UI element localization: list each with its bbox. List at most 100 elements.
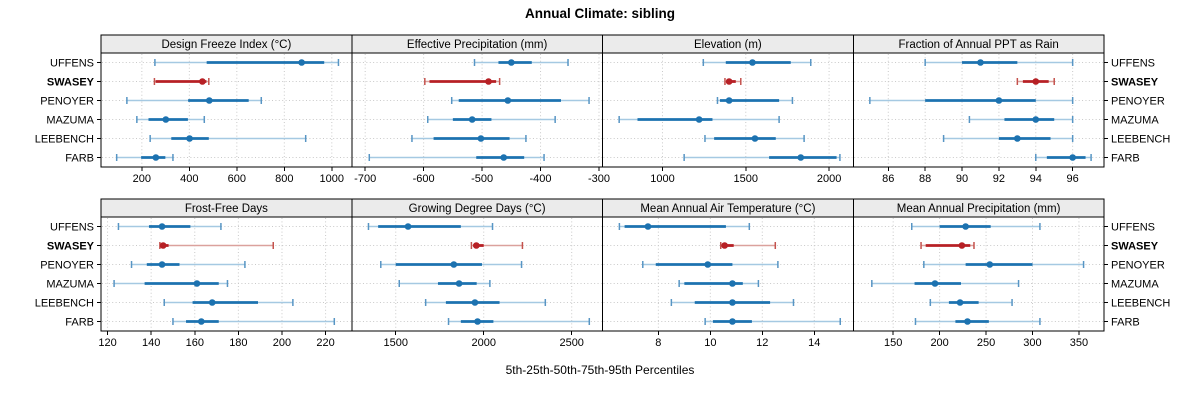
panel-strip-title: Mean Annual Air Temperature (°C) [640, 203, 815, 215]
series-farb [172, 318, 336, 325]
median-dot [1069, 154, 1076, 161]
median-dot [644, 223, 652, 230]
series-leebench [411, 135, 527, 142]
median-dot [477, 135, 485, 142]
series-mazuma [113, 280, 229, 287]
median-dot [751, 135, 759, 142]
series-penoyer [130, 261, 246, 268]
median-dot [729, 280, 736, 287]
series-uffens [154, 59, 340, 66]
axis-tick-label: 400 [180, 173, 198, 185]
median-dot [1014, 135, 1021, 142]
site-label-left-farb: FARB [65, 153, 94, 165]
series-uffens [367, 223, 494, 230]
median-dot [198, 318, 205, 325]
median-dot [474, 318, 481, 325]
series-swasey [724, 78, 742, 85]
series-farb [704, 318, 842, 325]
median-dot [958, 242, 966, 249]
series-mazuma [426, 116, 556, 123]
axis-tick-label: 86 [882, 173, 894, 185]
series-farb [115, 154, 174, 161]
median-dot [995, 97, 1003, 104]
series-mazuma [678, 280, 760, 287]
panel-growing-degree-days-c: 1500 2000 2500 Growing Degree Days (°C) [351, 198, 603, 349]
median-dot [729, 299, 736, 306]
panel-elevation-m: 1000 1500 2000 Elevation (m) [602, 34, 854, 185]
panel-strip-title: Mean Annual Precipitation (mm) [897, 203, 1061, 215]
panel-fraction-of-annual-ppt-as-rain: 86 88 90 92 94 96 Fraction of Annual PPT as Ra… [852, 34, 1105, 185]
axis-tick-label: 200 [133, 173, 151, 185]
series-mazuma [398, 280, 491, 287]
median-dot [508, 59, 515, 66]
median-dot [964, 318, 971, 325]
site-label-right-penoyer: PENOYER [1111, 260, 1165, 272]
series-farb [447, 318, 591, 325]
median-dot [152, 154, 160, 161]
x-axis-caption: 5th-25th-50th-75th-95th Percentiles [505, 363, 695, 377]
panel-effective-precipitation-mm: -700 -600 -500 -400 -300 Effective Precipitat… [351, 34, 610, 185]
site-label-right-mazuma: MAZUMA [1111, 115, 1159, 127]
series-swasey [470, 242, 524, 249]
axis-tick-label: 300 [1023, 337, 1041, 349]
axis-tick-label: 600 [228, 173, 246, 185]
median-dot [159, 242, 167, 249]
site-label-right-penoyer: PENOYER [1111, 96, 1165, 108]
site-label-left-mazuma: MAZUMA [46, 279, 94, 291]
site-label-right-leebench: LEEBENCH [1111, 298, 1170, 310]
axis-tick-label: 1000 [320, 173, 344, 185]
axis-tick-label: 140 [142, 337, 160, 349]
series-leebench [670, 299, 795, 306]
series-uffens [702, 59, 812, 66]
site-label-left-penoyer: PENOYER [40, 96, 94, 108]
site-label-right-farb: FARB [1111, 153, 1140, 165]
site-label-left-penoyer: PENOYER [40, 260, 94, 272]
series-swasey [920, 242, 975, 249]
median-dot [725, 78, 733, 85]
site-label-left-leebench: LEEBENCH [35, 134, 94, 146]
axis-tick-label: 88 [919, 173, 931, 185]
panel-design-freeze-index-c: 200 400 600 800 1000 Design Freeze Index (°C) [100, 34, 353, 185]
median-dot [473, 242, 480, 249]
axis-tick-label: -500 [471, 173, 493, 185]
axis-tick-label: 800 [275, 173, 293, 185]
axis-tick-label: -600 [413, 173, 435, 185]
series-leebench [942, 135, 1074, 142]
series-penoyer [126, 97, 263, 104]
axis-tick-label: 350 [1070, 337, 1088, 349]
series-penoyer [869, 97, 1074, 104]
series-swasey [1016, 78, 1055, 85]
series-uffens [911, 223, 1041, 230]
site-label-left-leebench: LEEBENCH [35, 298, 94, 310]
axis-tick-label: 250 [977, 337, 995, 349]
site-label-left-uffens: UFFENS [50, 58, 94, 70]
site-label-left-swasey: SWASEY [47, 241, 95, 253]
median-dot [205, 97, 213, 104]
series-leebench [424, 299, 547, 306]
axis-tick-label: 160 [186, 337, 204, 349]
series-leebench [149, 135, 307, 142]
median-dot [962, 223, 969, 230]
axis-tick-label: 1500 [734, 173, 758, 185]
median-dot [956, 299, 964, 306]
series-leebench [163, 299, 294, 306]
series-mazuma [618, 116, 780, 123]
median-dot [468, 116, 476, 123]
site-label-right-uffens: UFFENS [1111, 58, 1155, 70]
median-dot [977, 59, 984, 66]
series-swasey [719, 242, 777, 249]
series-uffens [473, 59, 569, 66]
axis-tick-label: 120 [98, 337, 116, 349]
axis-tick-label: -700 [354, 173, 376, 185]
median-dot [450, 261, 458, 268]
series-swasey [424, 78, 501, 85]
site-label-right-uffens: UFFENS [1111, 222, 1155, 234]
series-mazuma [136, 116, 206, 123]
median-dot [298, 59, 305, 66]
site-label-left-farb: FARB [65, 317, 94, 329]
axis-tick-label: 10 [704, 337, 716, 349]
panel-strip-title: Fraction of Annual PPT as Rain [899, 39, 1059, 51]
median-dot [931, 280, 939, 287]
axis-tick-label: 90 [956, 173, 968, 185]
